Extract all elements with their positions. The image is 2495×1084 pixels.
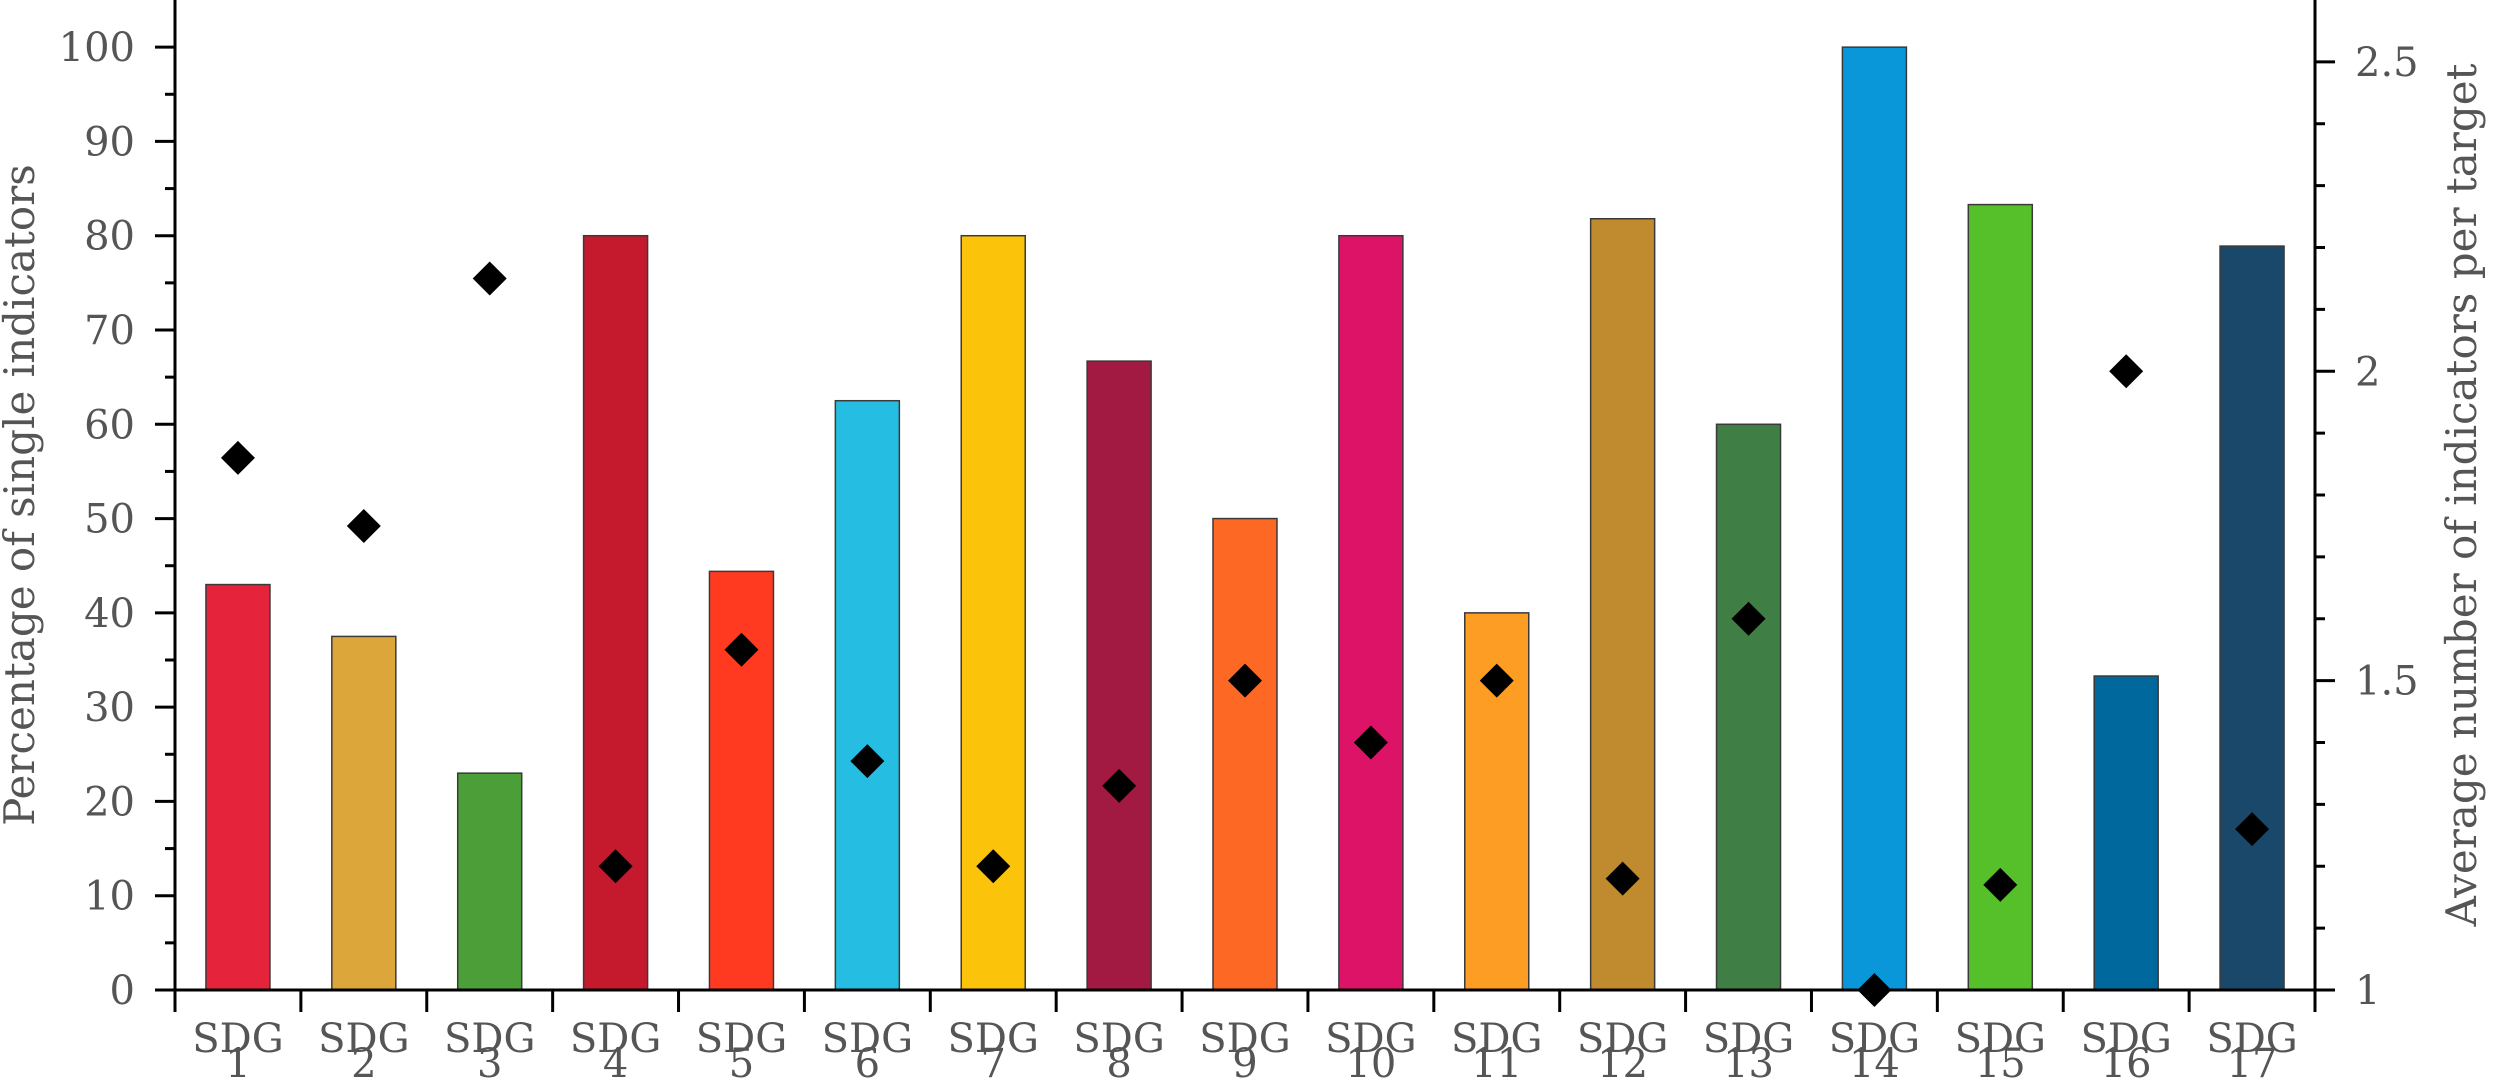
marker-sdg-16 [2109, 354, 2144, 389]
y-right-tick-label: 2.5 [2355, 40, 2419, 86]
x-tick-label-line2: 1 [225, 1041, 250, 1084]
y-left-tick-label: 0 [110, 968, 135, 1014]
x-tick-label-line1: SDG [1829, 1016, 1920, 1062]
x-tick-label-line2: 3 [477, 1041, 502, 1084]
x-tick-label-line2: 16 [2101, 1041, 2152, 1084]
x-tick-label-line2: 12 [1597, 1041, 1648, 1084]
marker-sdg-10 [1353, 725, 1388, 760]
y-left-tick-label: 60 [84, 402, 135, 448]
y-left-tick-label: 80 [84, 214, 135, 260]
x-tick-label-line2: 17 [2227, 1041, 2278, 1084]
x-tick-label-line2: 7 [981, 1041, 1006, 1084]
marker-sdg-4 [598, 849, 633, 884]
y-left-tick-label: 100 [59, 25, 135, 71]
marker-sdg-2 [346, 508, 381, 543]
bar-sdg-10 [1338, 234, 1404, 991]
x-tick-label-line1: SDG [1451, 1016, 1542, 1062]
marker-sdg-5 [724, 632, 759, 667]
x-tick-label-line2: 14 [1849, 1041, 1900, 1084]
bar-sdg-8 [1086, 360, 1152, 991]
marker-sdg-3 [472, 261, 507, 296]
marker-sdg-12 [1605, 861, 1640, 896]
bar-sdg-3 [456, 772, 523, 991]
bar-sdg-17 [2219, 245, 2285, 991]
y-left-tick-label: 50 [84, 497, 135, 543]
y-right-tick-label: 2 [2355, 349, 2380, 395]
bar-sdg-16 [2093, 675, 2159, 991]
x-tick-label-line2: 15 [1975, 1041, 2026, 1084]
x-tick-label-line2: 13 [1723, 1041, 1774, 1084]
bar-sdg-14 [1841, 46, 1908, 991]
x-tick-label-line2: 8 [1106, 1041, 1131, 1084]
marker-sdg-9 [1228, 663, 1262, 698]
x-tick-label-line1: SDG [2080, 1016, 2171, 1062]
x-tick-label-line1: SDG [1073, 1016, 1164, 1062]
bar-sdg-9 [1212, 517, 1278, 991]
y-left-tick-label: 10 [84, 874, 135, 920]
bar-sdg-1 [205, 583, 271, 991]
marker-sdg-1 [220, 440, 255, 475]
marker-sdg-17 [2235, 812, 2270, 847]
y-left-tick-label: 30 [84, 685, 135, 731]
y-left-tick-label: 20 [84, 779, 135, 825]
y-left-tick-label: 40 [84, 591, 135, 637]
axes [155, 0, 2335, 1012]
bar-sdg-2 [331, 635, 397, 991]
x-tick-label-line2: 2 [351, 1041, 376, 1084]
bar-sdg-15 [1967, 203, 2034, 991]
bar-group [205, 46, 2285, 991]
x-tick-label-line2: 6 [855, 1041, 880, 1084]
y-right-tick-label: 1 [2355, 968, 2380, 1014]
marker-group [220, 261, 2270, 1007]
marker-sdg-8 [1102, 768, 1137, 803]
bar-sdg-6 [834, 399, 901, 991]
x-tick-label-line2: 11 [1471, 1041, 1522, 1084]
x-tick-label-line1: SDG [1703, 1016, 1794, 1062]
x-tick-label-line1: SDG [1325, 1016, 1416, 1062]
x-tick-label-line1: SDG [318, 1016, 409, 1062]
marker-sdg-13 [1731, 601, 1766, 636]
x-tick-label-line1: SDG [444, 1016, 535, 1062]
tick-labels: 010203040506070809010011.522.5SDG1SDG2SD… [59, 25, 2419, 1084]
x-tick-label-line1: SDG [570, 1016, 661, 1062]
x-tick-label-line1: SDG [2206, 1016, 2297, 1062]
y-right-tick-label: 1.5 [2355, 659, 2419, 705]
marker-sdg-6 [850, 744, 885, 779]
y-axis-left-title: Percentage of single indicators [0, 164, 44, 826]
marker-sdg-7 [976, 849, 1011, 884]
x-tick-label-line1: SDG [948, 1016, 1039, 1062]
y-left-tick-label: 70 [84, 308, 135, 354]
x-tick-label-line1: SDG [1955, 1016, 2046, 1062]
x-tick-label-line1: SDG [822, 1016, 913, 1062]
x-tick-label-line2: 5 [729, 1041, 754, 1084]
y-left-tick-label: 90 [84, 119, 135, 165]
x-tick-label-line1: SDG [1199, 1016, 1290, 1062]
x-tick-label-line2: 10 [1345, 1041, 1396, 1084]
marker-sdg-15 [1983, 867, 2018, 902]
x-tick-label-line1: SDG [1577, 1016, 1668, 1062]
marker-sdg-11 [1479, 663, 1514, 698]
y-axis-right-title: Average number of indicators per target [2437, 63, 2486, 927]
bar-sdg-7 [960, 234, 1026, 991]
x-tick-label-line1: SDG [696, 1016, 787, 1062]
x-tick-label-line2: 4 [603, 1041, 628, 1084]
bar-sdg-13 [1715, 423, 1782, 991]
bar-sdg-12 [1589, 217, 1656, 991]
x-tick-label-line1: SDG [192, 1016, 283, 1062]
x-tick-label-line2: 9 [1232, 1041, 1257, 1084]
